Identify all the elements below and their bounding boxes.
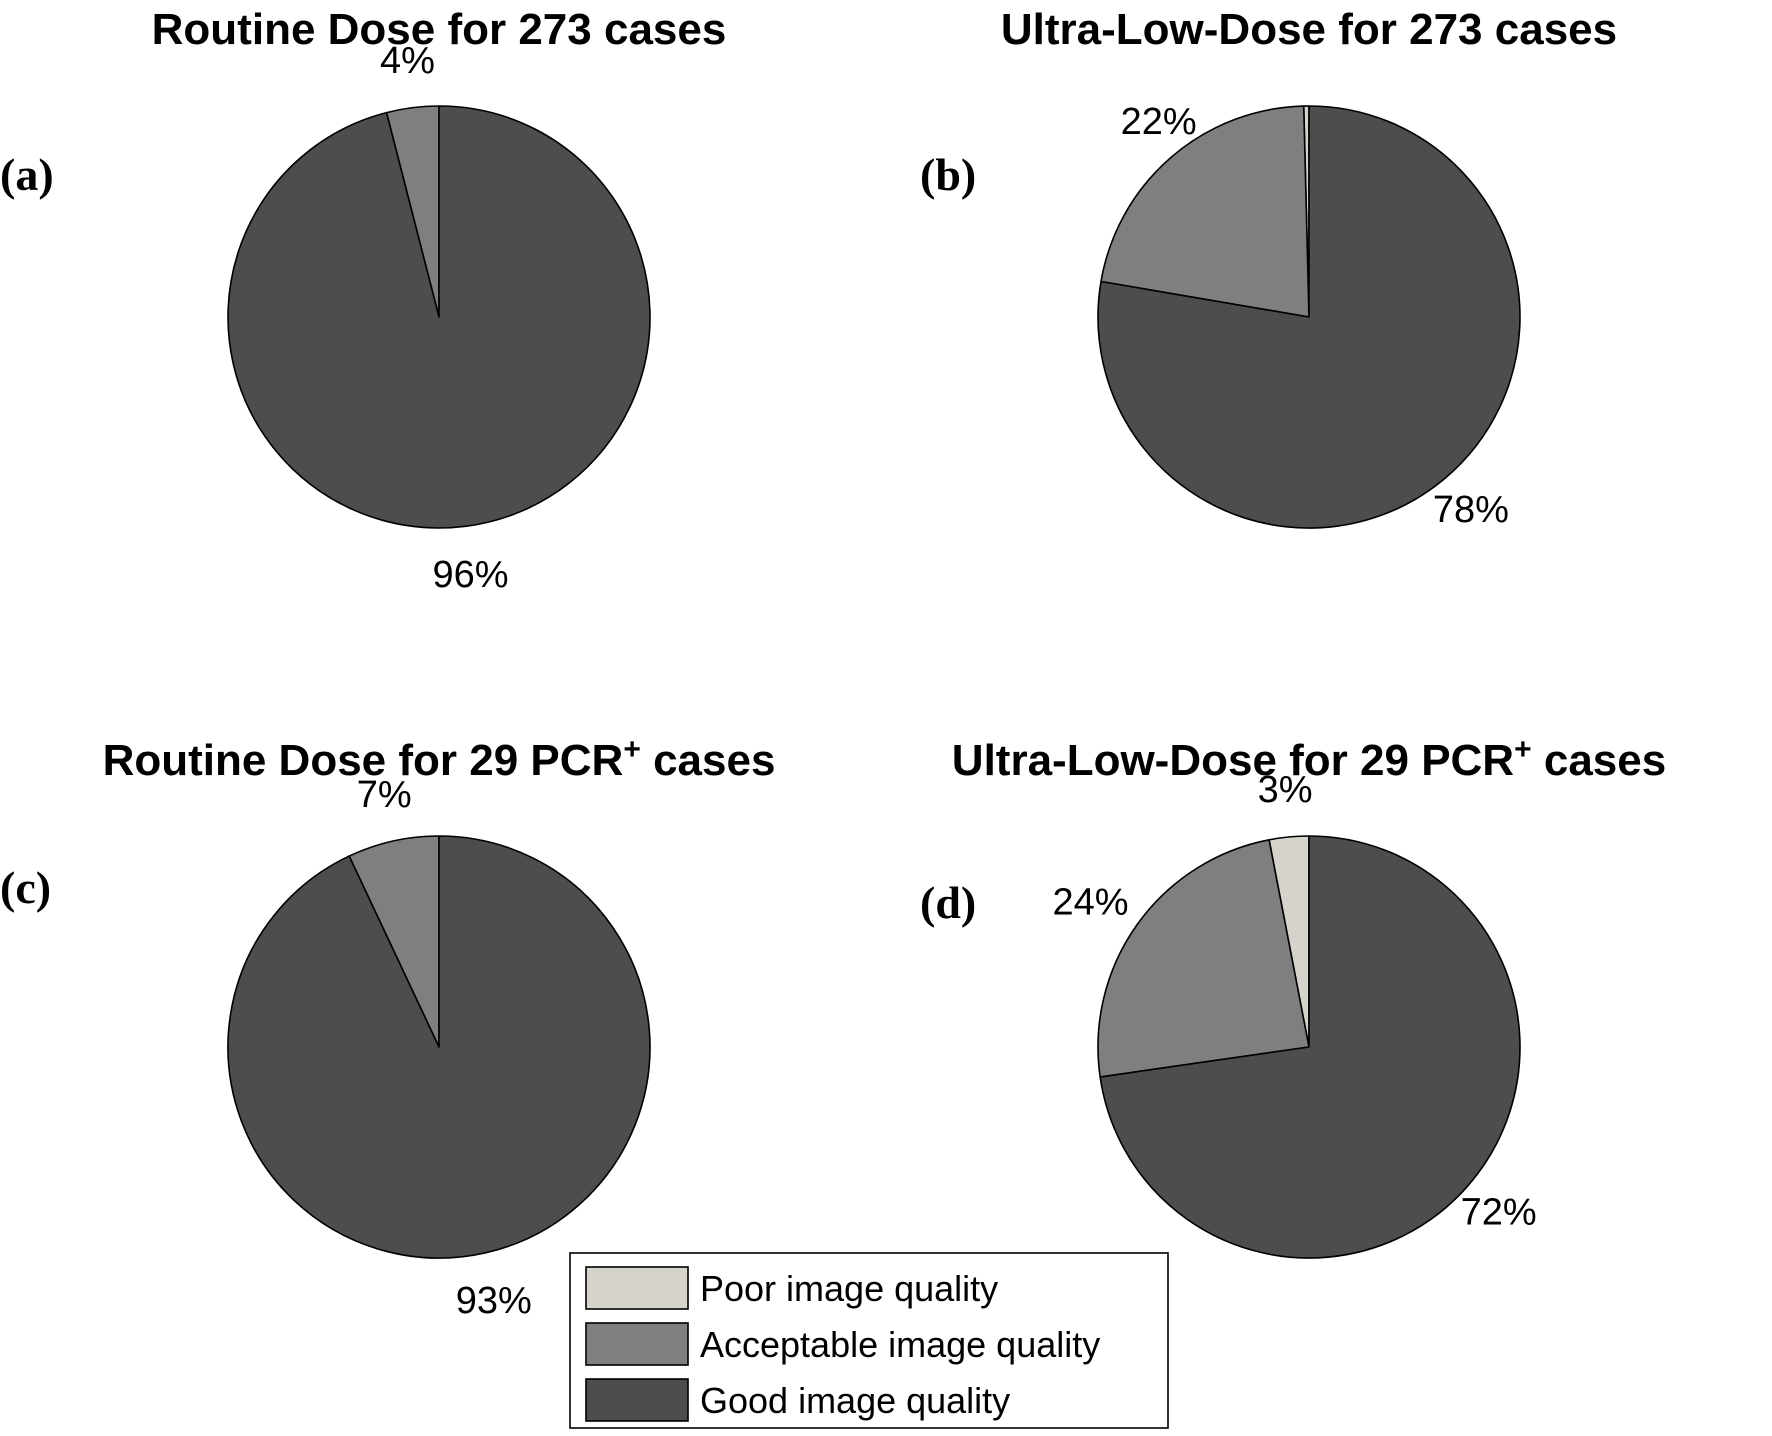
panel-label: (b): [920, 149, 976, 200]
slice-label: 3%: [1258, 769, 1313, 811]
slice-label: 96%: [432, 554, 508, 596]
pie-slice: [1100, 105, 1310, 318]
pie-slice: [1097, 105, 1521, 529]
panel-label: (c): [0, 862, 51, 913]
pie-panel: Ultra-Low-Dose for 29 PCR+ cases (d) 3% 24%…: [920, 733, 1666, 1259]
legend-swatch: [585, 1378, 689, 1422]
chart-title: Routine Dose for 273 cases: [152, 5, 727, 54]
legend-label: Poor image quality: [700, 1268, 998, 1309]
legend-label: Acceptable image quality: [700, 1324, 1100, 1365]
slice-label: 24%: [1052, 881, 1128, 923]
panel-label: (d): [920, 877, 976, 928]
slice-label: 72%: [1461, 1191, 1537, 1233]
pie-panel: Ultra-Low-Dose for 273 cases (b) 22% 78%: [920, 5, 1617, 531]
legend-swatch: [585, 1266, 689, 1310]
slice-label: 93%: [456, 1280, 532, 1322]
slice-label: 7%: [357, 774, 412, 816]
slice-label: 78%: [1433, 489, 1509, 531]
pie-slice: [1099, 835, 1521, 1259]
chart-title: Ultra-Low-Dose for 273 cases: [1001, 5, 1617, 54]
chart-title: Ultra-Low-Dose for 29 PCR+ cases: [952, 733, 1666, 785]
legend-label: Good image quality: [700, 1380, 1010, 1421]
pie-panel: Routine Dose for 29 PCR+ cases (c) 7% 93%: [0, 733, 775, 1322]
pie-slice: [227, 835, 651, 1259]
pie-slice: [227, 105, 651, 529]
chart-title: Routine Dose for 29 PCR+ cases: [103, 733, 776, 785]
pie-slice: [1097, 839, 1310, 1078]
legend-swatch: [585, 1322, 689, 1366]
slice-label: 22%: [1121, 101, 1197, 143]
panel-label: (a): [0, 149, 54, 200]
slice-label: 4%: [380, 40, 435, 82]
pie-panel: Routine Dose for 273 cases (a) 4% 96%: [0, 5, 726, 596]
legend: Poor image quality Acceptable image quali…: [569, 1252, 1169, 1429]
